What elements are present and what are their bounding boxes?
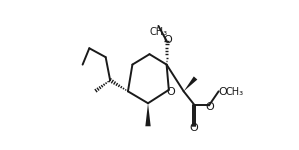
Text: O: O: [205, 102, 214, 112]
Text: O: O: [190, 123, 199, 133]
Polygon shape: [184, 76, 197, 91]
Polygon shape: [145, 103, 151, 126]
Text: CH₃: CH₃: [225, 87, 244, 97]
Text: CH₃: CH₃: [150, 27, 167, 38]
Text: O: O: [218, 87, 227, 97]
Text: O: O: [167, 87, 176, 97]
Text: O: O: [163, 35, 172, 45]
